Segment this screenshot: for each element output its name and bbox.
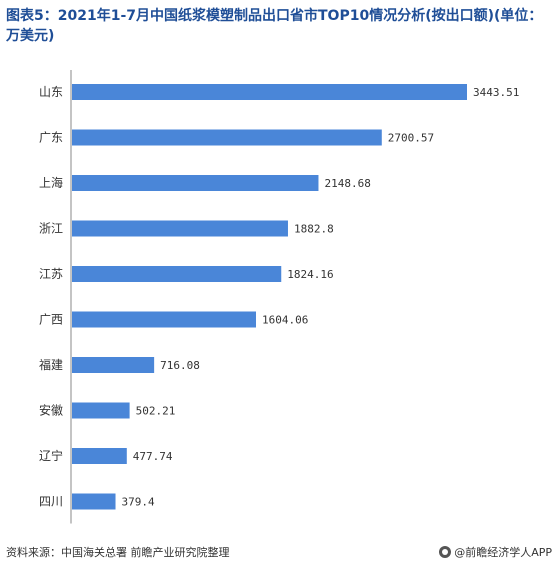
category-label: 安徽 — [39, 403, 63, 418]
bar — [72, 129, 382, 146]
bar — [72, 357, 155, 373]
value-label: 2700.57 — [388, 132, 434, 145]
category-label: 山东 — [39, 85, 63, 99]
bar-chart: 山东 3443.51 广东 2700.57 上海 2148.68 浙江 1882.8 江苏 182… — [39, 70, 519, 524]
bar — [72, 220, 288, 237]
category-label: 四川 — [39, 495, 63, 509]
bar — [72, 493, 116, 510]
category-label: 浙江 — [39, 222, 63, 236]
category-label: 广东 — [39, 131, 63, 145]
brand-text: @前瞻经济学人APP — [454, 546, 552, 559]
value-label: 379.4 — [122, 496, 155, 509]
category-label: 广西 — [39, 313, 63, 327]
category-label: 上海 — [39, 175, 63, 190]
value-label: 1604.06 — [262, 314, 308, 327]
brand-label: @前瞻经济学人APP — [439, 544, 552, 560]
source-note: 资料来源：中国海关总署 前瞻产业研究院整理 — [6, 546, 230, 559]
value-label: 477.74 — [133, 450, 173, 463]
bar — [72, 311, 256, 328]
value-label: 3443.51 — [473, 86, 519, 99]
footer: 资料来源：中国海关总署 前瞻产业研究院整理 @前瞻经济学人APP — [6, 544, 552, 562]
category-label: 福建 — [39, 357, 63, 372]
chart-title: 图表5：2021年1-7月中国纸浆模塑制品出口省市TOP10情况分析(按出口额)… — [6, 8, 543, 44]
value-label: 1882.8 — [294, 223, 334, 236]
value-label: 1824.16 — [287, 268, 333, 281]
value-label: 2148.68 — [324, 177, 370, 190]
bars-group: 山东 3443.51 广东 2700.57 上海 2148.68 浙江 1882.8 江苏 182… — [39, 84, 519, 510]
bar — [72, 266, 282, 282]
category-label: 江苏 — [39, 267, 63, 281]
bar — [72, 84, 467, 100]
bar — [72, 448, 127, 464]
bar — [72, 175, 319, 191]
category-label: 辽宁 — [39, 448, 63, 463]
bar — [72, 402, 130, 419]
brand-logo-icon — [439, 546, 452, 558]
value-label: 716.08 — [160, 359, 200, 372]
value-label: 502.21 — [136, 405, 176, 418]
